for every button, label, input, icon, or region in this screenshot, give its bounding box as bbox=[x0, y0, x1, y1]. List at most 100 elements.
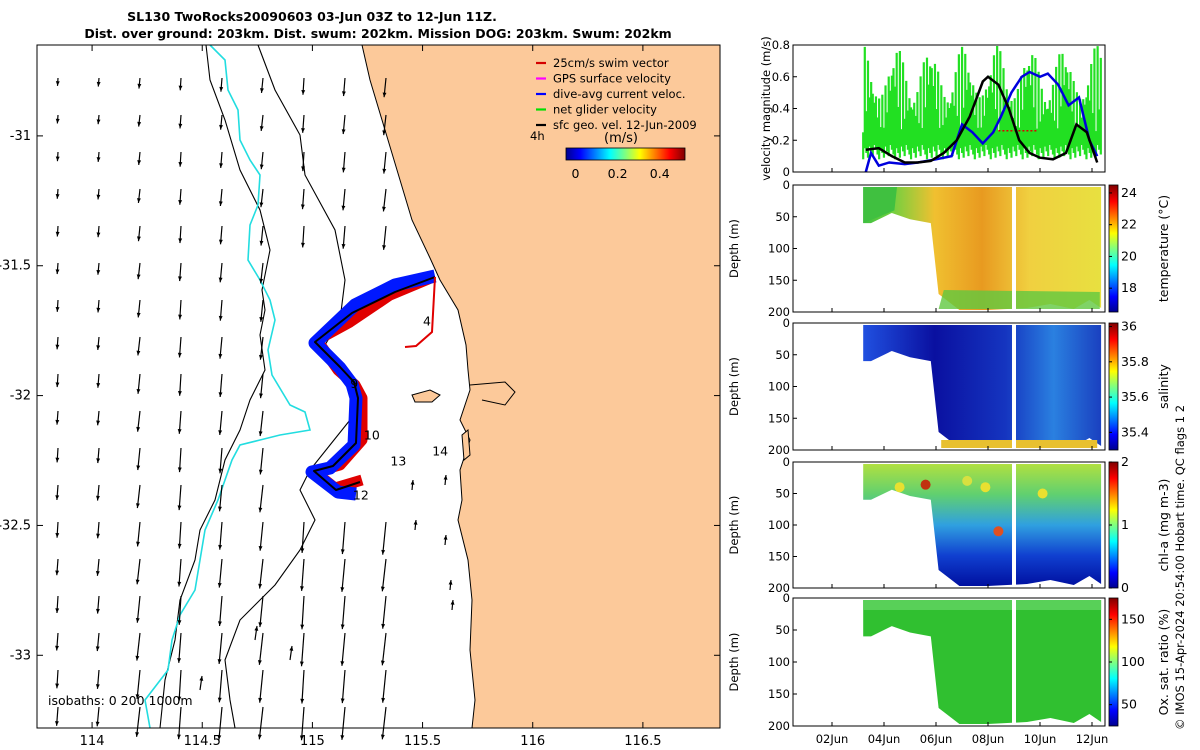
current-arrow bbox=[340, 521, 346, 555]
day-label: 9 bbox=[350, 376, 358, 391]
coastline-feature bbox=[469, 381, 516, 406]
current-arrow bbox=[55, 225, 60, 237]
current-arrow bbox=[300, 595, 305, 630]
island-garden bbox=[461, 428, 471, 462]
current-arrow bbox=[55, 521, 60, 538]
current-arrow bbox=[301, 77, 306, 95]
chla-patch bbox=[993, 526, 1004, 537]
current-arrow bbox=[259, 188, 264, 208]
footer-credit: © IMOS 15-Apr-2024 20:54:00 Hobart time.… bbox=[1173, 405, 1187, 730]
chla-patch bbox=[894, 482, 905, 493]
current-arrow bbox=[55, 447, 60, 463]
current-arrow bbox=[96, 336, 101, 351]
current-arrow bbox=[136, 521, 141, 547]
day-labels: 4 9 10 13 14 12 bbox=[350, 313, 448, 502]
temperature-colorbar-label: temperature (°C) bbox=[1156, 195, 1171, 302]
title-line-2: Dist. over ground: 203km. Dist. swum: 20… bbox=[84, 26, 671, 41]
colorbar-tick-label: 0 bbox=[1121, 580, 1129, 595]
colorbar-tick-label: 35.6 bbox=[1121, 389, 1149, 404]
y-axis-label: Depth (m) bbox=[727, 496, 741, 555]
data-gap bbox=[1012, 323, 1016, 450]
current-arrow bbox=[177, 521, 182, 549]
chla-patch bbox=[962, 475, 973, 486]
current-arrow bbox=[135, 669, 141, 700]
oxygen-section bbox=[863, 600, 1102, 724]
current-arrow bbox=[301, 114, 305, 133]
y-tick-label: 50 bbox=[775, 623, 790, 637]
current-arrow bbox=[299, 632, 305, 667]
data-gap bbox=[1012, 598, 1016, 726]
current-arrow bbox=[96, 151, 101, 162]
current-arrow bbox=[381, 595, 387, 629]
current-arrow bbox=[55, 299, 60, 312]
y-tick-label: 100 bbox=[768, 518, 790, 532]
current-arrow bbox=[219, 77, 224, 92]
data-gap bbox=[1012, 462, 1016, 588]
current-arrow bbox=[96, 114, 101, 125]
current-arrow bbox=[300, 669, 305, 704]
colorbar-tick-label: 2 bbox=[1121, 454, 1129, 469]
current-arrow bbox=[443, 474, 448, 486]
legend-4h-label: 4h bbox=[530, 129, 545, 143]
temperature-section bbox=[863, 187, 1102, 310]
oxygen-colorbar-label: Ox. sat. ratio (%) bbox=[1156, 609, 1171, 716]
current-arrow bbox=[55, 706, 59, 726]
current-arrow bbox=[340, 595, 346, 630]
y-tick-label: 0.6 bbox=[772, 70, 790, 84]
current-arrow bbox=[259, 299, 264, 322]
current-arrow bbox=[217, 632, 223, 664]
legend-entry: dive-avg current veloc. bbox=[553, 87, 686, 101]
current-arrow bbox=[218, 410, 223, 436]
y-tick-label: 0 bbox=[783, 591, 790, 605]
current-arrow bbox=[340, 558, 346, 592]
current-arrow bbox=[258, 669, 264, 703]
current-arrow bbox=[177, 410, 182, 434]
current-arrow bbox=[341, 77, 346, 97]
panel-frame bbox=[792, 184, 1106, 313]
current-arrow bbox=[413, 519, 418, 531]
current-arrow bbox=[382, 188, 387, 212]
colorbar-tick-label: 100 bbox=[1121, 654, 1145, 669]
legend-entry: sfc geo. vel. 12-Jun-2009 bbox=[553, 118, 697, 132]
colorbar-tick-label: 24 bbox=[1121, 185, 1137, 200]
current-arrow bbox=[218, 262, 223, 283]
current-arrow bbox=[260, 77, 264, 93]
land-area bbox=[361, 44, 721, 729]
current-arrow bbox=[301, 225, 305, 248]
map-y-tick-label: -31 bbox=[10, 129, 31, 144]
current-arrow bbox=[217, 706, 223, 740]
current-arrow bbox=[300, 558, 305, 591]
current-arrow bbox=[177, 484, 182, 511]
data-gap bbox=[1012, 185, 1016, 312]
current-arrow bbox=[178, 77, 183, 91]
current-arrow bbox=[55, 262, 60, 275]
temperature-cool-patch bbox=[863, 187, 897, 224]
current-arrow bbox=[55, 632, 59, 651]
colorbar-tick-label: 20 bbox=[1121, 248, 1137, 263]
colorbar-tick-label: 35.8 bbox=[1121, 354, 1149, 369]
velocity-series-line bbox=[864, 70, 1099, 173]
isobaths-label: isobaths: 0 200 1000m bbox=[48, 693, 193, 708]
current-arrow bbox=[219, 114, 223, 130]
panel-chla: 0 1 2 chl-a (mg m-3) 0 50 100 150 200 Depth (m) bbox=[727, 454, 1171, 595]
current-arrow bbox=[199, 675, 204, 691]
map-colorbar-label: (m/s) bbox=[604, 131, 638, 146]
current-arrow bbox=[340, 669, 346, 704]
current-arrow bbox=[136, 299, 141, 318]
current-arrow bbox=[218, 484, 223, 512]
current-arrow bbox=[258, 410, 264, 437]
current-arrow bbox=[177, 632, 182, 663]
current-arrow bbox=[443, 534, 448, 546]
panel-temperature: 18 20 22 24 temperature (°C) 0 50 100 150 200 Dept… bbox=[727, 178, 1171, 319]
island-rottnest bbox=[411, 389, 441, 403]
current-arrow bbox=[96, 77, 101, 87]
y-tick-label: 50 bbox=[775, 487, 790, 501]
glider-track bbox=[305, 269, 437, 501]
panel-frame bbox=[792, 44, 1106, 173]
current-arrow bbox=[218, 595, 223, 627]
current-arrow bbox=[258, 447, 264, 475]
x-tick-label: 12Jun bbox=[1076, 732, 1109, 746]
isobath-cyan bbox=[144, 44, 312, 729]
current-arrow bbox=[136, 447, 141, 471]
